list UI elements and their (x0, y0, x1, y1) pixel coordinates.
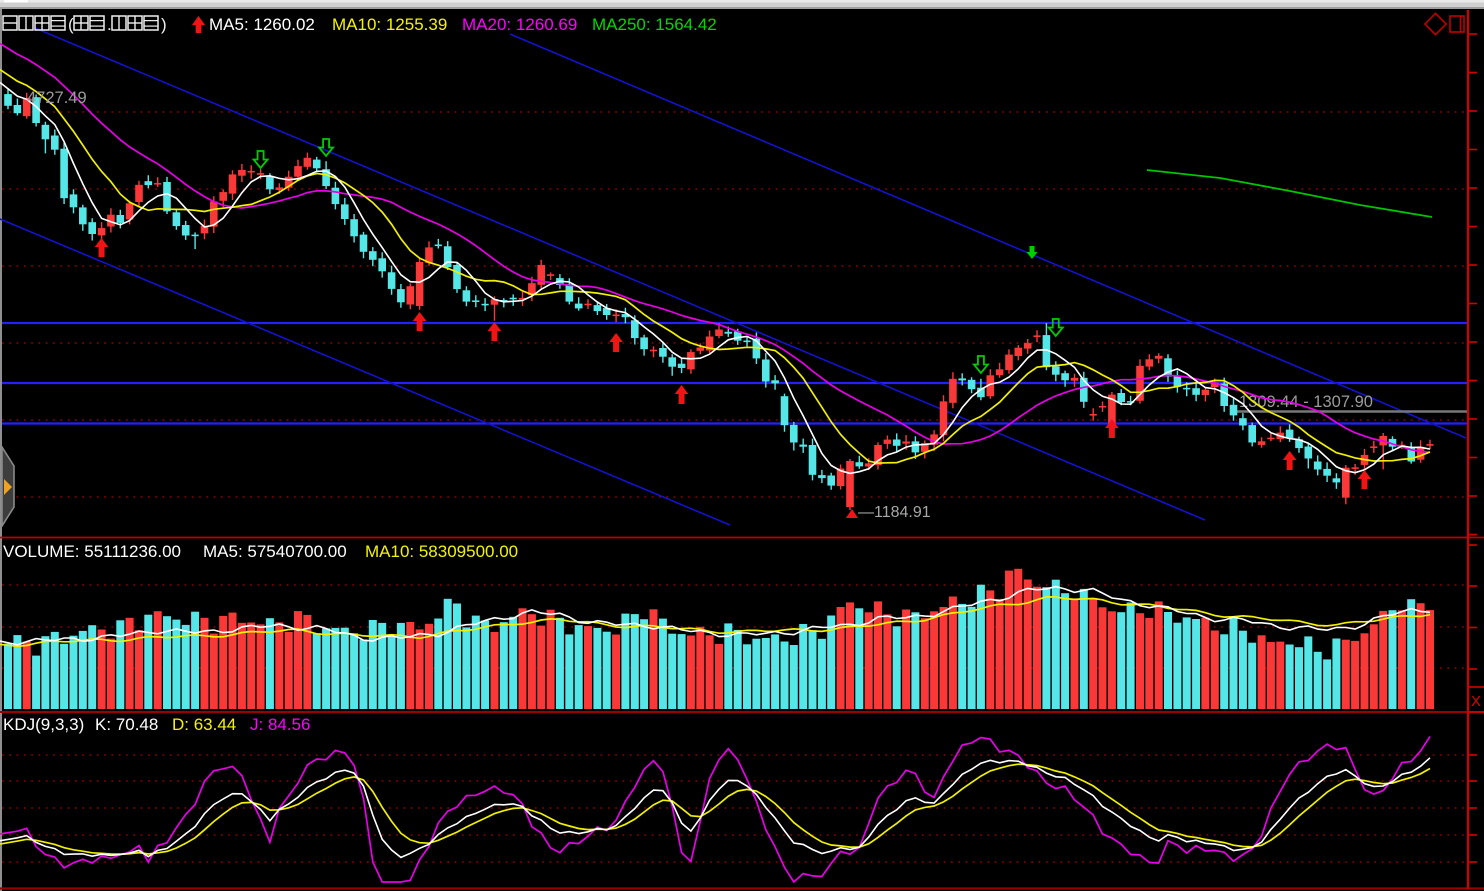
svg-text:MA5: 1260.02: MA5: 1260.02 (209, 15, 315, 34)
svg-text:D: 63.44: D: 63.44 (172, 715, 236, 734)
svg-text:J: 84.56: J: 84.56 (250, 715, 311, 734)
svg-text:MA250: 1564.42: MA250: 1564.42 (592, 15, 717, 34)
svg-text:KDJ(9,3,3): KDJ(9,3,3) (3, 715, 84, 734)
svg-text:4727.49: 4727.49 (27, 89, 87, 107)
svg-text:VOLUME: 55111236.00: VOLUME: 55111236.00 (3, 542, 181, 561)
svg-text:MA10: 1255.39: MA10: 1255.39 (332, 15, 447, 34)
svg-text:(: ( (68, 15, 74, 34)
svg-text:): ) (161, 15, 167, 34)
svg-text:1309.44 - 1307.90: 1309.44 - 1307.90 (1239, 393, 1373, 411)
svg-text:MA20: 1260.69: MA20: 1260.69 (462, 15, 577, 34)
svg-text:MA10: 58309500.00: MA10: 58309500.00 (365, 542, 518, 561)
svg-text:MA5: 57540700.00: MA5: 57540700.00 (203, 542, 347, 561)
svg-text:K: 70.48: K: 70.48 (95, 715, 158, 734)
svg-text:X: X (1471, 693, 1481, 710)
svg-text:.: . (107, 15, 112, 34)
svg-text:—1184.91: —1184.91 (858, 504, 931, 521)
